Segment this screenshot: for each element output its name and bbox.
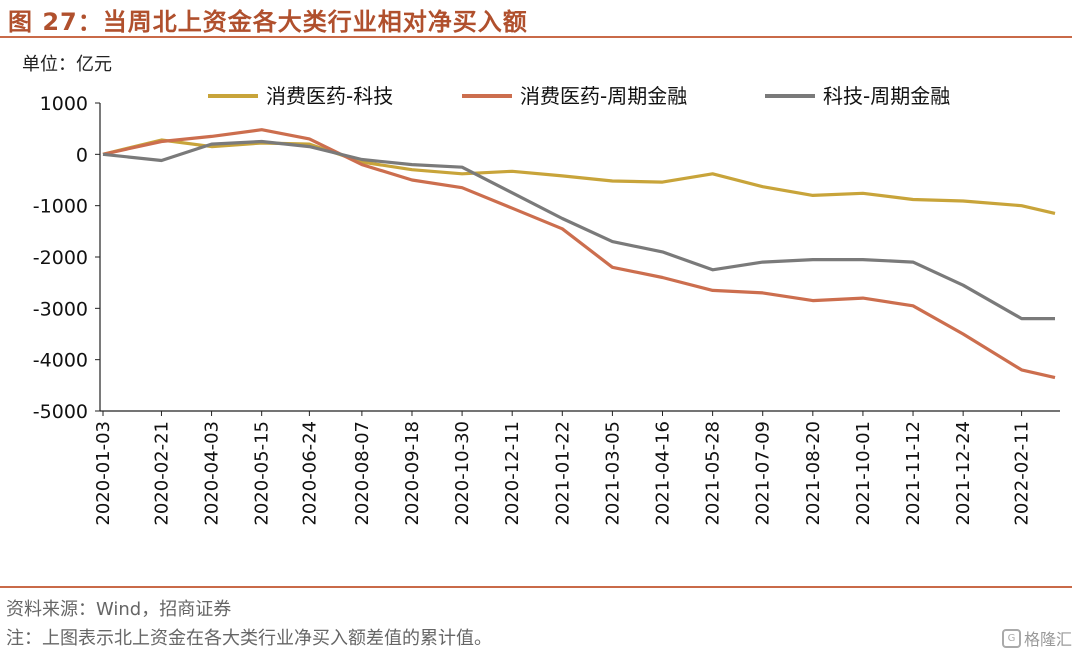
x-tick-label: 2020-04-03 — [202, 421, 223, 526]
chart-legend: 消费医药-科技 消费医药-周期金融 科技-周期金融 — [208, 84, 950, 108]
x-tick-label: 2021-10-01 — [853, 421, 874, 526]
legend-label: 科技-周期金融 — [823, 84, 950, 108]
x-tick-label: 2022-02-11 — [1012, 421, 1033, 526]
series-line-0 — [102, 138, 1056, 215]
x-tick-label: 2021-05-28 — [703, 421, 724, 526]
x-tick-label: 2020-02-21 — [151, 421, 172, 526]
x-tick-label: 2021-08-20 — [803, 421, 824, 526]
watermark-logo-icon: G — [1001, 628, 1021, 648]
series-line-1 — [102, 128, 1056, 380]
series-line-2 — [102, 139, 1055, 321]
x-tick-label: 2021-04-16 — [653, 421, 674, 526]
x-tick-label: 2020-12-11 — [502, 421, 523, 526]
x-tick-label: 2020-06-24 — [299, 421, 320, 526]
y-tick-label: -2000 — [33, 247, 88, 269]
x-tick-label: 2021-07-09 — [753, 421, 774, 526]
y-tick-label: -4000 — [33, 350, 88, 372]
footer-divider — [0, 586, 1072, 588]
x-tick-label: 2020-09-18 — [402, 421, 423, 526]
plot-area — [102, 128, 1056, 380]
unit-label: 单位：亿元 — [22, 54, 112, 75]
x-axis: 2020-01-03 2020-02-21 2020-04-03 2020-05-15… — [93, 410, 1060, 526]
y-tick-label: 0 — [76, 144, 88, 166]
x-tick-label: 2021-11-12 — [903, 421, 924, 526]
x-tick-label: 2020-01-03 — [93, 421, 114, 526]
figure-title: 图 27：当周北上资金各大类行业相对净买入额 — [8, 8, 528, 36]
y-axis: 1000 0 -1000 -2000 -3000 -4000 -5000 — [33, 93, 101, 423]
line-chart: 消费医药-科技 消费医药-周期金融 科技-周期金融 1000 0 -1000 -2000 -… — [33, 84, 1060, 526]
x-tick-label: 2021-03-05 — [602, 421, 623, 526]
y-tick-label: 1000 — [40, 93, 88, 115]
y-tick-label: -1000 — [33, 196, 88, 218]
legend-label: 消费医药-科技 — [266, 84, 393, 108]
x-tick-label: 2021-01-22 — [552, 421, 573, 526]
watermark-text: 格隆汇 — [1023, 630, 1072, 649]
title-divider — [0, 36, 1072, 38]
source-note: 资料来源：Wind，招商证券 — [6, 599, 232, 620]
footnote: 注：上图表示北上资金在各大类行业净买入额差值的累计值。 — [6, 628, 492, 649]
watermark: G 格隆汇 — [1001, 626, 1072, 650]
x-tick-label: 2020-08-07 — [352, 421, 373, 526]
y-tick-label: -3000 — [33, 298, 88, 320]
x-tick-label: 2021-12-24 — [953, 421, 974, 526]
legend-label: 消费医药-周期金融 — [520, 84, 687, 108]
y-tick-label: -5000 — [33, 401, 88, 423]
x-tick-label: 2020-05-15 — [252, 421, 273, 526]
x-tick-label: 2020-10-30 — [452, 421, 473, 526]
